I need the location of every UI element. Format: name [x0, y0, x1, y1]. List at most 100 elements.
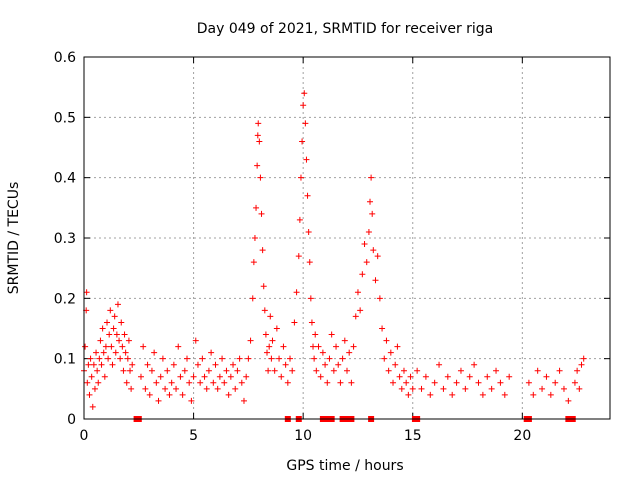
data-point: [297, 174, 304, 181]
data-point: [245, 355, 252, 362]
data-point: [168, 379, 175, 386]
data-point: [303, 156, 310, 163]
data-point: [86, 391, 93, 398]
data-point: [212, 361, 219, 368]
data-point: [112, 349, 119, 356]
data-point: [427, 391, 434, 398]
data-point: [175, 343, 182, 350]
data-point: [475, 379, 482, 386]
y-tick-label: 0.4: [54, 171, 76, 187]
data-point: [197, 379, 204, 386]
data-point: [188, 397, 195, 404]
data-point: [164, 367, 171, 374]
data-point: [302, 120, 309, 127]
data-point: [346, 349, 353, 356]
data-point: [436, 361, 443, 368]
data-point: [95, 379, 102, 386]
data-point: [457, 367, 464, 374]
data-point: [106, 331, 113, 338]
data-point: [407, 373, 414, 380]
data-point: [259, 247, 266, 254]
y-tick-label: 0.6: [54, 50, 76, 66]
data-point: [337, 379, 344, 386]
data-point: [493, 367, 500, 374]
data-point: [385, 367, 392, 374]
data-point: [506, 373, 513, 380]
data-point: [203, 385, 210, 392]
data-point: [278, 373, 285, 380]
data-point: [565, 397, 572, 404]
data-point: [306, 259, 313, 266]
data-point: [140, 343, 147, 350]
data-point: [129, 361, 136, 368]
data-point: [578, 361, 585, 368]
data-point: [250, 259, 257, 266]
data-point: [105, 355, 112, 362]
data-point: [260, 283, 267, 290]
data-point: [449, 391, 456, 398]
x-tick-label: 15: [404, 428, 422, 444]
data-point: [194, 361, 201, 368]
data-point: [151, 349, 158, 356]
data-point: [101, 373, 108, 380]
data-point: [254, 162, 261, 169]
data-point: [341, 337, 348, 344]
data-point: [184, 355, 191, 362]
data-point: [255, 120, 262, 127]
data-point: [295, 253, 302, 260]
data-point: [190, 373, 197, 380]
data-point: [90, 361, 97, 368]
data-point: [287, 355, 294, 362]
data-point: [392, 361, 399, 368]
data-point: [308, 319, 315, 326]
data-point: [117, 355, 124, 362]
data-point: [484, 373, 491, 380]
data-point: [574, 367, 581, 374]
data-point: [534, 367, 541, 374]
data-point: [108, 343, 115, 350]
data-point: [114, 301, 121, 308]
data-point: [107, 307, 114, 314]
data-point: [571, 379, 578, 386]
data-point: [247, 337, 254, 344]
data-point: [82, 343, 89, 350]
data-point: [123, 379, 130, 386]
data-point: [352, 313, 359, 320]
data-point: [223, 367, 230, 374]
data-point: [547, 391, 554, 398]
chart-title: Day 049 of 2021, SRMTID for receiver rig…: [197, 21, 494, 37]
data-point: [282, 361, 289, 368]
data-point: [466, 373, 473, 380]
data-point: [179, 391, 186, 398]
data-point: [258, 210, 265, 217]
data-point: [359, 271, 366, 278]
data-point: [234, 367, 241, 374]
data-point: [238, 379, 245, 386]
data-point: [310, 343, 317, 350]
data-point: [122, 349, 129, 356]
data-point: [299, 138, 306, 145]
data-point: [98, 361, 105, 368]
data-point: [556, 367, 563, 374]
data-point: [324, 379, 331, 386]
data-point: [100, 349, 107, 356]
data-point: [113, 331, 120, 338]
data-point: [119, 343, 126, 350]
data-point: [173, 385, 180, 392]
data-point: [357, 307, 364, 314]
data-point: [488, 385, 495, 392]
data-point: [370, 247, 377, 254]
data-points: [81, 90, 587, 410]
data-point: [124, 355, 131, 362]
data-point: [414, 367, 421, 374]
data-point: [227, 373, 234, 380]
data-point: [312, 331, 319, 338]
data-point: [144, 361, 151, 368]
data-point: [94, 367, 101, 374]
plot-border: [83, 56, 611, 420]
data-point: [319, 349, 326, 356]
data-point: [543, 373, 550, 380]
data-point: [405, 391, 412, 398]
data-point: [104, 319, 111, 326]
